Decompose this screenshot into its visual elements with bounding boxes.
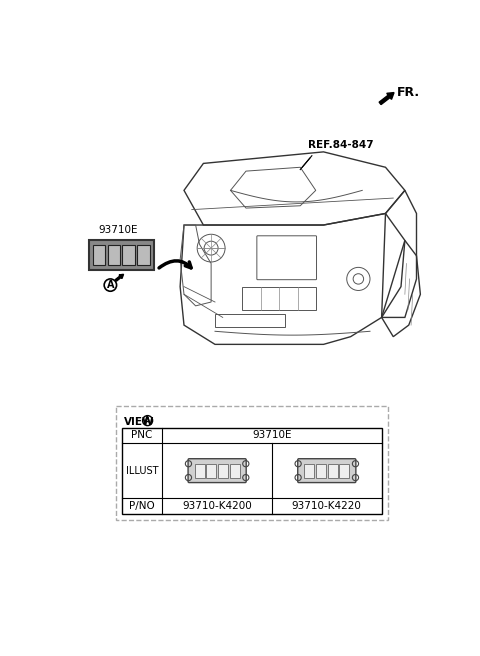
Bar [229,464,240,478]
Bar [206,464,216,478]
Bar [108,245,120,265]
Bar [195,464,205,478]
Text: PNC: PNC [132,430,153,440]
Text: A: A [144,416,151,425]
Bar [93,245,105,265]
Bar [218,464,228,478]
Bar [137,245,149,265]
Text: REF.84-847: REF.84-847 [308,140,373,150]
FancyArrow shape [115,274,123,281]
Text: 93710E: 93710E [99,226,138,236]
Text: 93710E: 93710E [252,430,292,440]
Bar [215,314,285,327]
Text: ILLUST: ILLUST [126,466,158,476]
FancyArrow shape [379,92,394,104]
Bar [339,464,349,478]
FancyBboxPatch shape [89,239,154,270]
Bar [122,428,382,514]
Text: P/NO: P/NO [129,501,155,511]
Bar [316,464,326,478]
Text: VIEW: VIEW [123,417,154,427]
Text: 93710-K4200: 93710-K4200 [182,501,252,511]
Bar [122,245,135,265]
Text: 93710-K4220: 93710-K4220 [292,501,362,511]
Bar [327,464,337,478]
Bar [116,406,388,520]
FancyBboxPatch shape [298,459,356,483]
Bar [242,287,316,310]
Text: FR.: FR. [397,86,420,99]
Bar [304,464,314,478]
FancyBboxPatch shape [188,459,246,483]
Text: A: A [107,280,114,290]
